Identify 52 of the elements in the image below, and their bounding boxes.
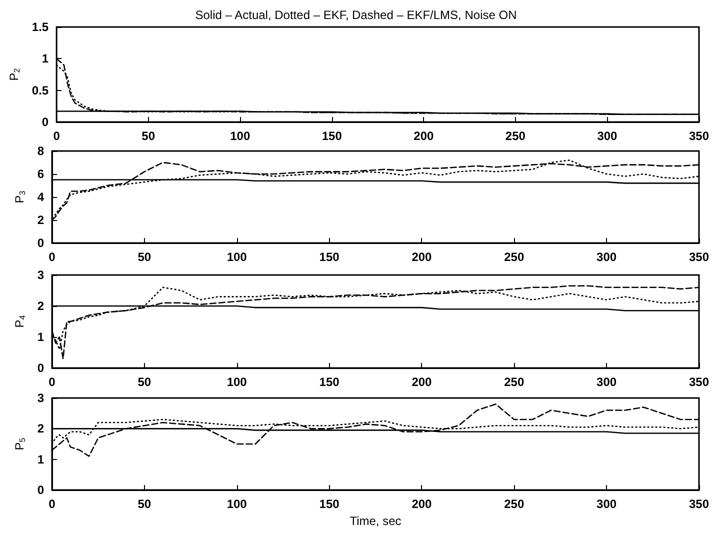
x-tick-label: 50 bbox=[138, 497, 152, 511]
y-tick-label: 0.5 bbox=[32, 83, 49, 98]
y-tick-label: 0 bbox=[37, 361, 44, 375]
y-tick-label: 6 bbox=[37, 167, 44, 181]
x-tick-label: 0 bbox=[53, 129, 60, 143]
y-axis-title: P3 bbox=[12, 190, 27, 204]
x-tick-label: 200 bbox=[412, 375, 432, 389]
chart-title: Solid – Actual, Dotted – EKF, Dashed – EKF/LMS, Noise ON bbox=[195, 8, 517, 22]
x-tick-label: 100 bbox=[226, 497, 248, 511]
x-tick-label: 350 bbox=[688, 497, 710, 511]
x-tick-label: 150 bbox=[319, 250, 340, 264]
x-tick-label: 100 bbox=[230, 129, 250, 143]
x-tick-label: 100 bbox=[226, 250, 248, 264]
x-tick-label: 350 bbox=[688, 250, 710, 264]
x-tick-label: 300 bbox=[597, 129, 618, 143]
x-tick-label: 200 bbox=[412, 250, 432, 264]
x-tick-label: 300 bbox=[596, 497, 617, 511]
y-tick-label: 1 bbox=[37, 330, 44, 344]
x-tick-label: 200 bbox=[414, 129, 434, 143]
y-tick-label: 0 bbox=[42, 115, 49, 129]
x-tick-label: 200 bbox=[412, 497, 432, 511]
x-tick-label: 50 bbox=[138, 375, 152, 389]
y-tick-label: 8 bbox=[37, 144, 44, 158]
x-tick-label: 350 bbox=[688, 375, 710, 389]
x-tick-label: 100 bbox=[226, 375, 248, 389]
y-tick-label: 3 bbox=[37, 391, 44, 405]
x-tick-label: 250 bbox=[504, 250, 524, 264]
y-tick-label: 1.5 bbox=[32, 20, 49, 34]
y-tick-label: 4 bbox=[37, 190, 44, 204]
y-tick-label: 2 bbox=[37, 299, 44, 313]
x-tick-label: 150 bbox=[319, 375, 340, 389]
x-tick-label: 250 bbox=[504, 497, 524, 511]
y-tick-label: 1 bbox=[37, 452, 44, 466]
y-tick-label: 0 bbox=[37, 236, 44, 250]
x-tick-label: 300 bbox=[596, 250, 617, 264]
x-tick-label: 250 bbox=[505, 129, 526, 143]
x-tick-label: 50 bbox=[138, 250, 152, 264]
y-axis-title: P5 bbox=[12, 437, 27, 450]
x-tick-label: 250 bbox=[504, 375, 524, 389]
y-tick-label: 1 bbox=[42, 52, 49, 66]
y-axis-title: P2 bbox=[7, 68, 22, 81]
x-tick-label: 300 bbox=[596, 375, 617, 389]
y-tick-label: 3 bbox=[37, 268, 44, 282]
y-tick-label: 0 bbox=[37, 483, 44, 497]
y-tick-label: 2 bbox=[37, 422, 44, 436]
x-tick-label: 50 bbox=[142, 129, 156, 143]
y-axis-title: P4 bbox=[12, 314, 27, 328]
x-tick-label: 350 bbox=[688, 129, 710, 143]
x-tick-label: 150 bbox=[322, 129, 342, 143]
y-tick-label: 2 bbox=[37, 213, 44, 227]
x-tick-label: 150 bbox=[319, 497, 340, 511]
x-axis-title: Time, sec bbox=[350, 514, 402, 528]
